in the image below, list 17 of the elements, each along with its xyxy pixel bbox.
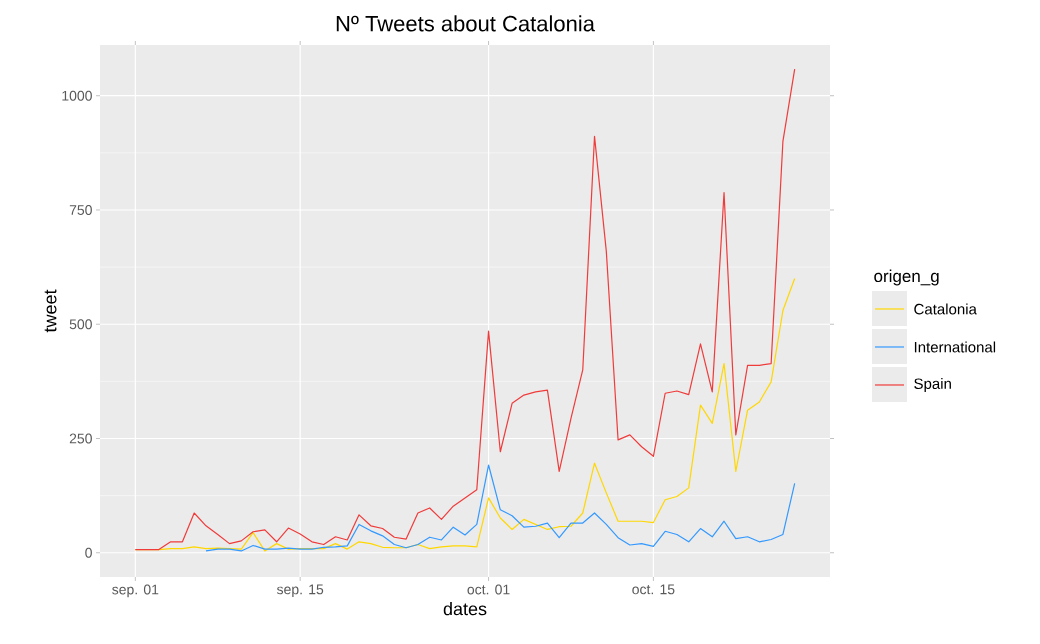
chart-title: Nº Tweets about Catalonia xyxy=(336,15,595,32)
y-tick-label: 500 xyxy=(69,319,92,330)
y-tick-label: 750 xyxy=(69,205,92,215)
legend-title: origen_g xyxy=(874,269,939,286)
x-tick-label: oct. 15 xyxy=(632,584,675,595)
x-axis-title: dates xyxy=(443,602,487,616)
x-tick-label: sep. 15 xyxy=(276,584,324,598)
x-tick-label: oct. 01 xyxy=(467,584,510,595)
y-tick-label: 250 xyxy=(69,433,92,444)
line-series xyxy=(205,464,796,552)
y-axis-title: tweet xyxy=(44,289,57,333)
y-tick-label: 1000 xyxy=(62,90,92,101)
legend-label: Catalonia xyxy=(914,303,977,315)
x-tick-label: sep. 01 xyxy=(112,584,159,598)
legend-label: International xyxy=(914,341,996,353)
y-tick-label: 0 xyxy=(85,547,92,558)
legend-label: Spain xyxy=(914,378,951,392)
